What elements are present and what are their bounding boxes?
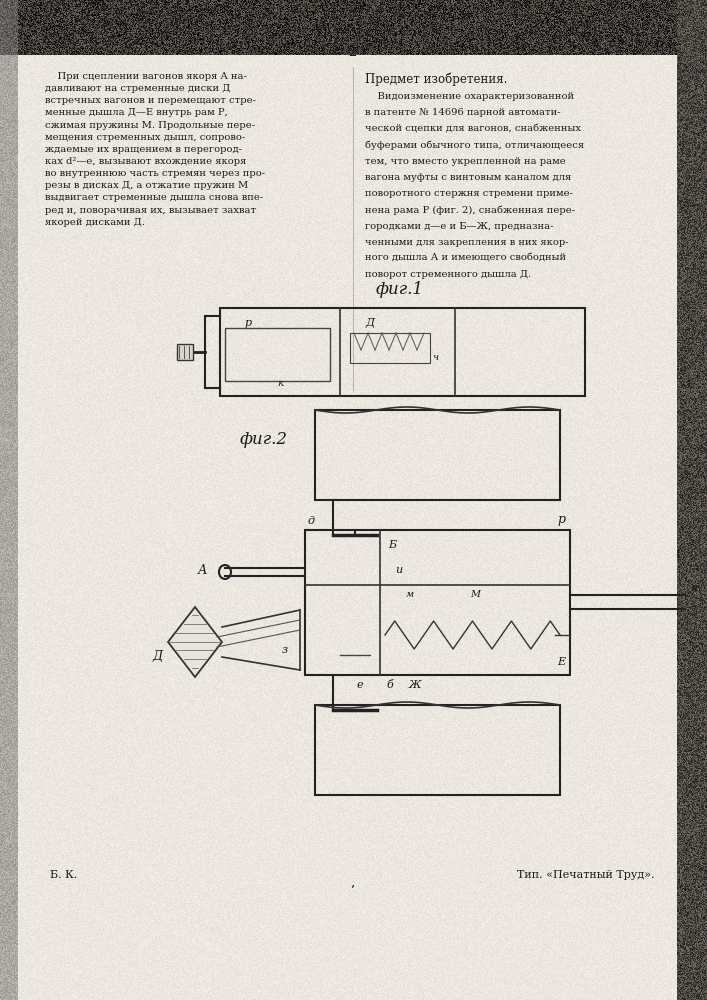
Text: р: р <box>557 513 565 526</box>
Text: Д: Д <box>153 650 163 664</box>
Text: поворотного стержня стремени приме-: поворотного стержня стремени приме- <box>365 189 573 198</box>
Text: Е: Е <box>557 657 565 667</box>
Polygon shape <box>168 607 222 677</box>
Text: ,: , <box>351 875 355 889</box>
Text: фиг.2: фиг.2 <box>240 431 288 448</box>
Text: городками д—е и Б—Ж, предназна-: городками д—е и Б—Ж, предназна- <box>365 222 554 231</box>
Text: Б: Б <box>388 540 396 550</box>
Text: ч: ч <box>432 353 438 361</box>
Text: Видоизменение охарактеризованной: Видоизменение охарактеризованной <box>365 92 574 101</box>
Text: ченными для закрепления в них якор-: ченными для закрепления в них якор- <box>365 238 568 247</box>
Text: ческой сцепки для вагонов, снабженных: ческой сцепки для вагонов, снабженных <box>365 124 581 133</box>
Text: к: к <box>690 583 696 593</box>
Bar <box>305 530 570 675</box>
Text: Ж: Ж <box>409 680 421 690</box>
Text: з: з <box>282 645 288 655</box>
Text: Предмет изобретения.: Предмет изобретения. <box>365 72 508 86</box>
Text: м: м <box>406 590 414 599</box>
Text: тем, что вместо укрепленной на раме: тем, что вместо укрепленной на раме <box>365 157 566 166</box>
Text: Д: Д <box>365 318 374 328</box>
Text: М: М <box>470 590 480 599</box>
Bar <box>225 328 330 381</box>
Bar <box>315 410 560 500</box>
Text: - 2 -: - 2 - <box>340 45 366 58</box>
Text: в патенте № 14696 парной автомати-: в патенте № 14696 парной автомати- <box>365 108 561 117</box>
Bar <box>350 333 430 363</box>
Text: Б. К.: Б. К. <box>50 870 77 880</box>
Text: Тип. «Печатный Труд».: Тип. «Печатный Труд». <box>518 870 655 880</box>
Text: поворот стременного дышла Д.: поворот стременного дышла Д. <box>365 270 531 279</box>
Bar <box>315 705 560 795</box>
Text: б: б <box>387 680 393 690</box>
Text: и: и <box>395 565 402 575</box>
Bar <box>177 344 193 360</box>
Text: При сцеплении вагонов якоря A на-
давливают на стременные диски Д
встречных ваго: При сцеплении вагонов якоря A на- давлив… <box>45 72 265 227</box>
Text: д: д <box>308 516 315 526</box>
Text: вагона муфты с винтовым каналом для: вагона муфты с винтовым каналом для <box>365 173 571 182</box>
Text: буферами обычного типа, отличающееся: буферами обычного типа, отличающееся <box>365 141 584 150</box>
Text: е: е <box>357 680 363 690</box>
Text: А: А <box>197 564 207 576</box>
Text: р: р <box>245 318 252 328</box>
Text: ного дышла А и имеющего свободный: ного дышла А и имеющего свободный <box>365 254 566 263</box>
Bar <box>220 308 585 396</box>
Text: нена рама Р (фиг. 2), снабженная пере-: нена рама Р (фиг. 2), снабженная пере- <box>365 205 575 215</box>
Text: фиг.1: фиг.1 <box>376 281 424 298</box>
Text: к: к <box>277 379 283 388</box>
